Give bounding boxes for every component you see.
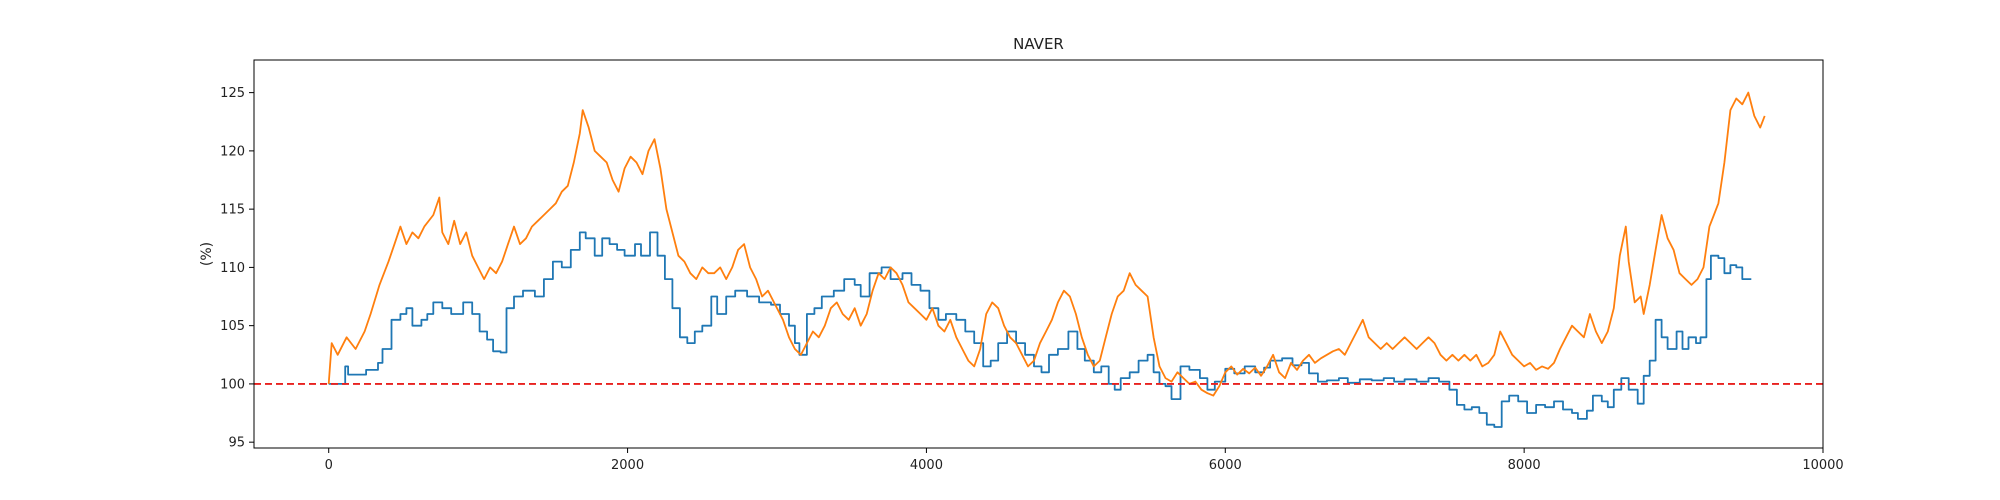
x-tick-label: 4000 bbox=[910, 458, 943, 473]
series-line-1 bbox=[328, 231, 1752, 428]
x-tick-label: 2000 bbox=[611, 458, 644, 473]
chart-title: NAVER bbox=[1013, 35, 1064, 53]
y-tick-label: 125 bbox=[220, 86, 245, 101]
y-tick-label: 120 bbox=[220, 144, 245, 159]
y-tick-label: 105 bbox=[220, 319, 245, 334]
y-tick-label: 100 bbox=[220, 377, 245, 392]
x-tick-label: 0 bbox=[325, 458, 333, 473]
plot-area bbox=[254, 91, 1823, 428]
x-tick-label: 10000 bbox=[1802, 458, 1843, 473]
x-axis: 0 2000 4000 6000 8000 10000 bbox=[325, 448, 1844, 473]
series-line-2 bbox=[327, 91, 1766, 397]
y-axis-label: (%) bbox=[199, 242, 215, 266]
plot-frame bbox=[253, 59, 1824, 449]
x-tick-label: 6000 bbox=[1209, 458, 1242, 473]
y-tick-label: 115 bbox=[220, 203, 245, 218]
x-tick-label: 8000 bbox=[1508, 458, 1541, 473]
y-tick-label: 95 bbox=[228, 436, 245, 451]
y-axis: 95 100 105 110 115 120 125 bbox=[220, 86, 254, 451]
y-tick-label: 110 bbox=[220, 261, 245, 276]
